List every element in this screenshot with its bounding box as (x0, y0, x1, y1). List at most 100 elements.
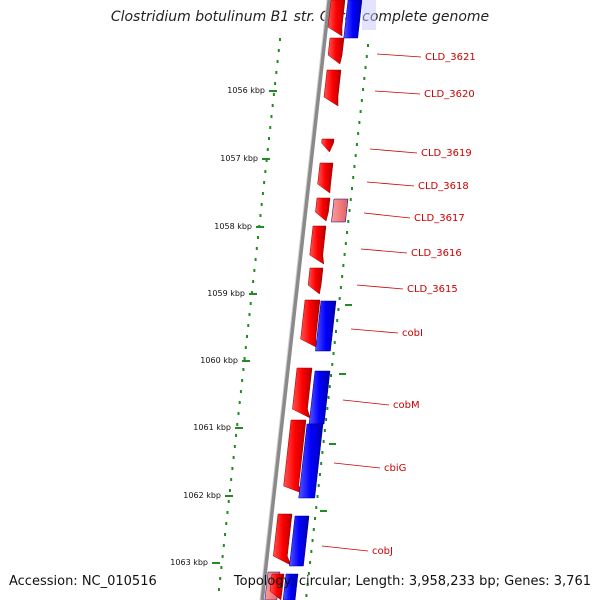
scale-dot (272, 93, 275, 96)
gene-reverse[interactable] (343, 0, 363, 39)
gene-reverse-cobm[interactable] (308, 370, 331, 425)
gene-label-leader (342, 399, 390, 406)
gene-label[interactable]: CLD_3617 (414, 213, 465, 224)
scale-dot (365, 55, 368, 58)
gene-reverse[interactable] (282, 573, 299, 600)
scale-dot (252, 280, 255, 283)
scale-dot (317, 484, 320, 487)
scale-dot (264, 170, 267, 173)
scale-dot (259, 214, 262, 217)
scale-dot (242, 368, 245, 371)
scale-dot (344, 242, 347, 245)
scale-dot (239, 390, 242, 393)
inner-tick (345, 304, 352, 306)
gene-forward-cld-3615[interactable] (307, 267, 324, 295)
scale-dot (348, 209, 351, 212)
scale-dot (328, 385, 331, 388)
scale-dot (271, 104, 274, 107)
gene-forward-cld-3616[interactable] (309, 225, 327, 265)
gene-reverse-cld-3617[interactable] (331, 198, 349, 223)
scale-dot (331, 363, 334, 366)
scale-dot (349, 198, 352, 201)
scale-tick (256, 226, 264, 228)
scale-dot (228, 489, 231, 492)
gene-forward-cld-3618[interactable] (317, 162, 334, 194)
scale-dot (235, 434, 238, 437)
gene-label[interactable]: cobM (393, 400, 420, 411)
scale-dot (359, 110, 362, 113)
gene-reverse-cobi[interactable] (315, 300, 337, 352)
gene-forward-cld-3620[interactable] (323, 69, 342, 107)
scale-dot (341, 275, 344, 278)
scale-dot (221, 555, 224, 558)
gene-label-leader (356, 284, 404, 290)
gene-forward[interactable] (269, 573, 285, 600)
gene-reverse-cbig[interactable] (298, 423, 324, 499)
gene-forward-cobm[interactable] (292, 367, 313, 419)
gene-label[interactable]: CLD_3615 (407, 284, 458, 295)
scale-tick-label: 1063 kbp (170, 558, 208, 567)
scale-tick-label: 1057 kbp (220, 154, 258, 163)
scale-tick-label: 1062 kbp (183, 491, 221, 500)
gene-label-leader (360, 248, 408, 254)
scale-dot (364, 66, 367, 69)
scale-dot (343, 253, 346, 256)
scale-dot (269, 126, 272, 129)
scale-dot (342, 264, 345, 267)
genome-backbone-highlight (259, 0, 328, 600)
gene-track (264, 0, 376, 600)
scale-dot (219, 577, 222, 580)
gene-forward-cld-3621[interactable] (327, 37, 345, 65)
scale-dot (347, 220, 350, 223)
gene-label-leader (376, 53, 422, 58)
scale-dot (305, 594, 308, 597)
scale-dot (337, 308, 340, 311)
scale-tick (225, 495, 233, 497)
gene-forward-cobj[interactable] (273, 513, 293, 566)
gene-label[interactable]: CLD_3620 (424, 89, 475, 100)
scale-dot (315, 506, 318, 509)
gene-label-leader (321, 545, 369, 552)
gene-forward[interactable] (327, 0, 346, 37)
scale-dot (279, 38, 281, 41)
scale-tick (269, 90, 277, 92)
gene-forward-cld-3619[interactable] (321, 138, 335, 153)
gene-label[interactable]: CLD_3618 (418, 181, 469, 192)
scale-dot (246, 335, 249, 338)
gene-label[interactable]: CLD_3621 (425, 52, 476, 63)
scale-tick-label: 1059 kbp (207, 289, 245, 298)
scale-dot (307, 572, 310, 575)
scale-dot (226, 511, 229, 514)
gene-label[interactable]: CLD_3616 (411, 248, 462, 259)
gene-label-leader (333, 462, 381, 469)
scale-dot (332, 352, 335, 355)
gene-label[interactable]: cbiG (384, 463, 406, 474)
gene-label-leader (374, 90, 421, 95)
scale-dot (248, 313, 251, 316)
scale-dot (257, 236, 260, 239)
scale-dot (352, 176, 355, 179)
gene-labels: CLD_3621 CLD_3620 CLD_3619 CLD_3618 CLD_3617… (321, 52, 476, 557)
scale-dot (306, 583, 309, 586)
scale-dot (236, 423, 239, 426)
scale-tick (262, 158, 270, 160)
gene-forward[interactable] (315, 197, 331, 222)
scale-dot (265, 159, 268, 162)
scale-tick-label: 1060 kbp (200, 356, 238, 365)
scale-dot (241, 379, 244, 382)
scale-tick-label: 1058 kbp (214, 222, 252, 231)
scale-dot (260, 203, 263, 206)
scale-dot (323, 429, 326, 432)
gene-label[interactable]: cobJ (372, 546, 393, 557)
scale-dot (333, 341, 336, 344)
gene-label-leader (366, 181, 415, 187)
gene-reverse-cobj[interactable] (289, 515, 310, 567)
scale-dot (227, 500, 230, 503)
scale-dot (233, 445, 236, 448)
scale-dot (354, 154, 357, 157)
scale-dot (250, 291, 253, 294)
scale-dot (310, 550, 313, 553)
gene-label[interactable]: CLD_3619 (421, 148, 472, 159)
gene-label[interactable]: cobI (402, 328, 423, 339)
